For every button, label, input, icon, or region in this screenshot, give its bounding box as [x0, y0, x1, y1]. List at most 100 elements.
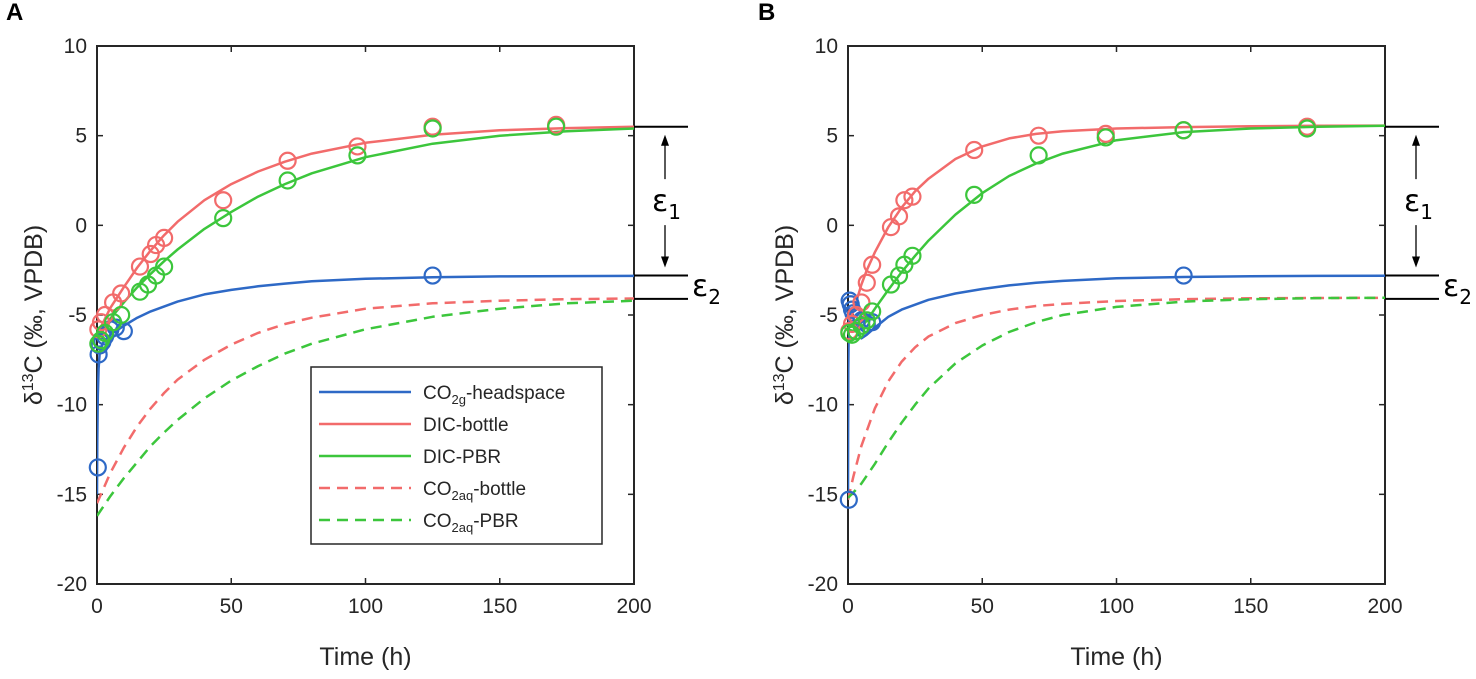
y-tick-label: -10 [57, 394, 87, 417]
y-axis-label-delta: δ [771, 391, 799, 405]
data-point-dic-pbr [846, 322, 866, 341]
y-axis-label: δ13C (‰, VPDB) [771, 225, 799, 405]
legend-label-co2ap: CO2aq-PBR [423, 511, 519, 535]
legend: CO2g-headspaceDIC-bottleDIC-PBRCO2aq-bot… [310, 366, 603, 545]
x-axis-label: Time (h) [319, 643, 411, 671]
chart-panel-a: 0 50 100 150 200 -20 -15 -10 -5 0 5 10 Time (h) δ13C … [20, 35, 721, 671]
legend-label-main: CO [423, 511, 452, 532]
legend-label-subscript: 2g [452, 392, 466, 407]
eps1-arrowhead-down [661, 256, 669, 268]
chart-panel-b: 0 50 100 150 200 -20 -15 -10 -5 0 5 10 Time (h) δ13C … [771, 35, 1472, 671]
eps1-arrowhead-down [1412, 256, 1420, 268]
data-point-dic-bottle [965, 140, 984, 160]
data-point-dic-pbr [852, 316, 871, 335]
legend-label-rest: -bottle [473, 479, 526, 500]
legend-label-main: DIC-bottle [423, 415, 509, 436]
x-tick-label: 200 [1367, 595, 1402, 618]
x-tick-label: 200 [616, 595, 651, 618]
y-tick-label: -5 [819, 304, 838, 327]
series-line-co2aq-pbr [97, 299, 634, 517]
x-tick-label: 100 [348, 595, 383, 618]
x-tick-label: 0 [91, 595, 103, 618]
legend-label-main: CO [423, 479, 452, 500]
x-tick-label: 0 [842, 595, 854, 618]
data-point-co2g-headspace [89, 345, 108, 364]
eps1-label: ε1 [1404, 184, 1433, 224]
x-tick-label: 50 [971, 595, 994, 618]
legend-label-rest: -PBR [473, 511, 518, 532]
eps1-subscript: 1 [668, 200, 681, 224]
eps2-subscript: 2 [1459, 285, 1472, 309]
y-tick-label: 0 [826, 214, 838, 237]
data-point-dic-bottle [141, 244, 160, 264]
eps1-arrowhead-up [1412, 134, 1420, 146]
series-line-co2aq-bottle [97, 297, 634, 504]
legend-label-co2g: CO2g-headspace [423, 383, 565, 407]
y-axis-label-rest: C (‰, VPDB) [20, 225, 48, 374]
data-point-dic-bottle [155, 228, 174, 247]
series-line-co2aq-bottle [848, 296, 1385, 500]
y-tick-label: -10 [808, 394, 838, 417]
data-point-dic-bottle [130, 257, 150, 276]
data-point-dic-bottle [214, 191, 233, 210]
legend-label-dicb: DIC-bottle [423, 415, 509, 436]
data-point-dic-bottle [112, 284, 131, 303]
y-tick-label: 0 [75, 214, 87, 237]
x-tick-label: 150 [1233, 595, 1268, 618]
y-axis-label-delta: δ [20, 391, 48, 405]
eps2-label: ε2 [1443, 269, 1472, 309]
y-axis-label-superscript: 13 [20, 373, 37, 391]
x-tick-label: 100 [1099, 595, 1134, 618]
x-tick-label: 50 [220, 595, 243, 618]
eps2-symbol: ε [692, 269, 708, 304]
plot-area [847, 45, 1386, 585]
y-tick-label: -15 [57, 483, 87, 506]
data-point-dic-pbr [348, 146, 367, 165]
data-point-dic-pbr [423, 119, 442, 138]
eps1-symbol: ε [1404, 184, 1420, 219]
legend-label-subscript: 2aq [452, 520, 474, 535]
series-line-co2aq-pbr [848, 296, 1385, 499]
data-point-dic-pbr [889, 266, 909, 285]
data-point-dic-pbr [1096, 128, 1115, 147]
eps1-label: ε1 [652, 184, 681, 224]
data-point-co2g-headspace [423, 266, 442, 285]
data-point-dic-pbr [112, 305, 131, 325]
data-point-dic-pbr [1029, 146, 1048, 165]
y-tick-label: -15 [808, 483, 838, 506]
panel-label-b: B [758, 0, 775, 26]
data-point-dic-bottle [348, 137, 367, 156]
y-axis-label-superscript: 13 [771, 373, 788, 391]
data-point-dic-pbr [903, 246, 922, 265]
data-point-dic-bottle [895, 191, 914, 210]
eps1-arrowhead-up [661, 134, 669, 146]
eps2-subscript: 2 [708, 285, 721, 309]
data-point-dic-pbr [155, 257, 174, 276]
eps1-symbol: ε [652, 184, 668, 219]
eps2-symbol: ε [1443, 269, 1459, 304]
y-tick-label: -20 [808, 573, 838, 596]
y-tick-label: 10 [815, 35, 838, 58]
data-point-dic-bottle [1029, 126, 1048, 145]
y-axis-label-rest: C (‰, VPDB) [771, 225, 799, 374]
panel-label-a: A [6, 0, 23, 26]
series-line-co2g-headspace [97, 274, 634, 495]
y-tick-label: 5 [826, 125, 838, 148]
x-axis-label: Time (h) [1070, 643, 1162, 671]
data-point-dic-pbr [863, 302, 882, 321]
eps1-subscript: 1 [1420, 200, 1433, 224]
eps2-label: ε2 [692, 269, 721, 309]
data-point-dic-pbr [547, 117, 566, 136]
series-line-dic-pbr [97, 127, 634, 340]
data-point-dic-bottle [889, 207, 909, 226]
y-tick-label: 10 [64, 35, 87, 58]
data-point-dic-bottle [852, 293, 871, 312]
data-point-dic-pbr [1174, 121, 1193, 140]
data-point-co2g-headspace [1174, 266, 1193, 285]
y-tick-label: -5 [68, 304, 87, 327]
legend-label-co2ab: CO2aq-bottle [423, 479, 526, 503]
data-point-dic-pbr [857, 311, 876, 330]
data-point-co2g-headspace [88, 458, 107, 477]
legend-label-subscript: 2aq [452, 488, 474, 503]
